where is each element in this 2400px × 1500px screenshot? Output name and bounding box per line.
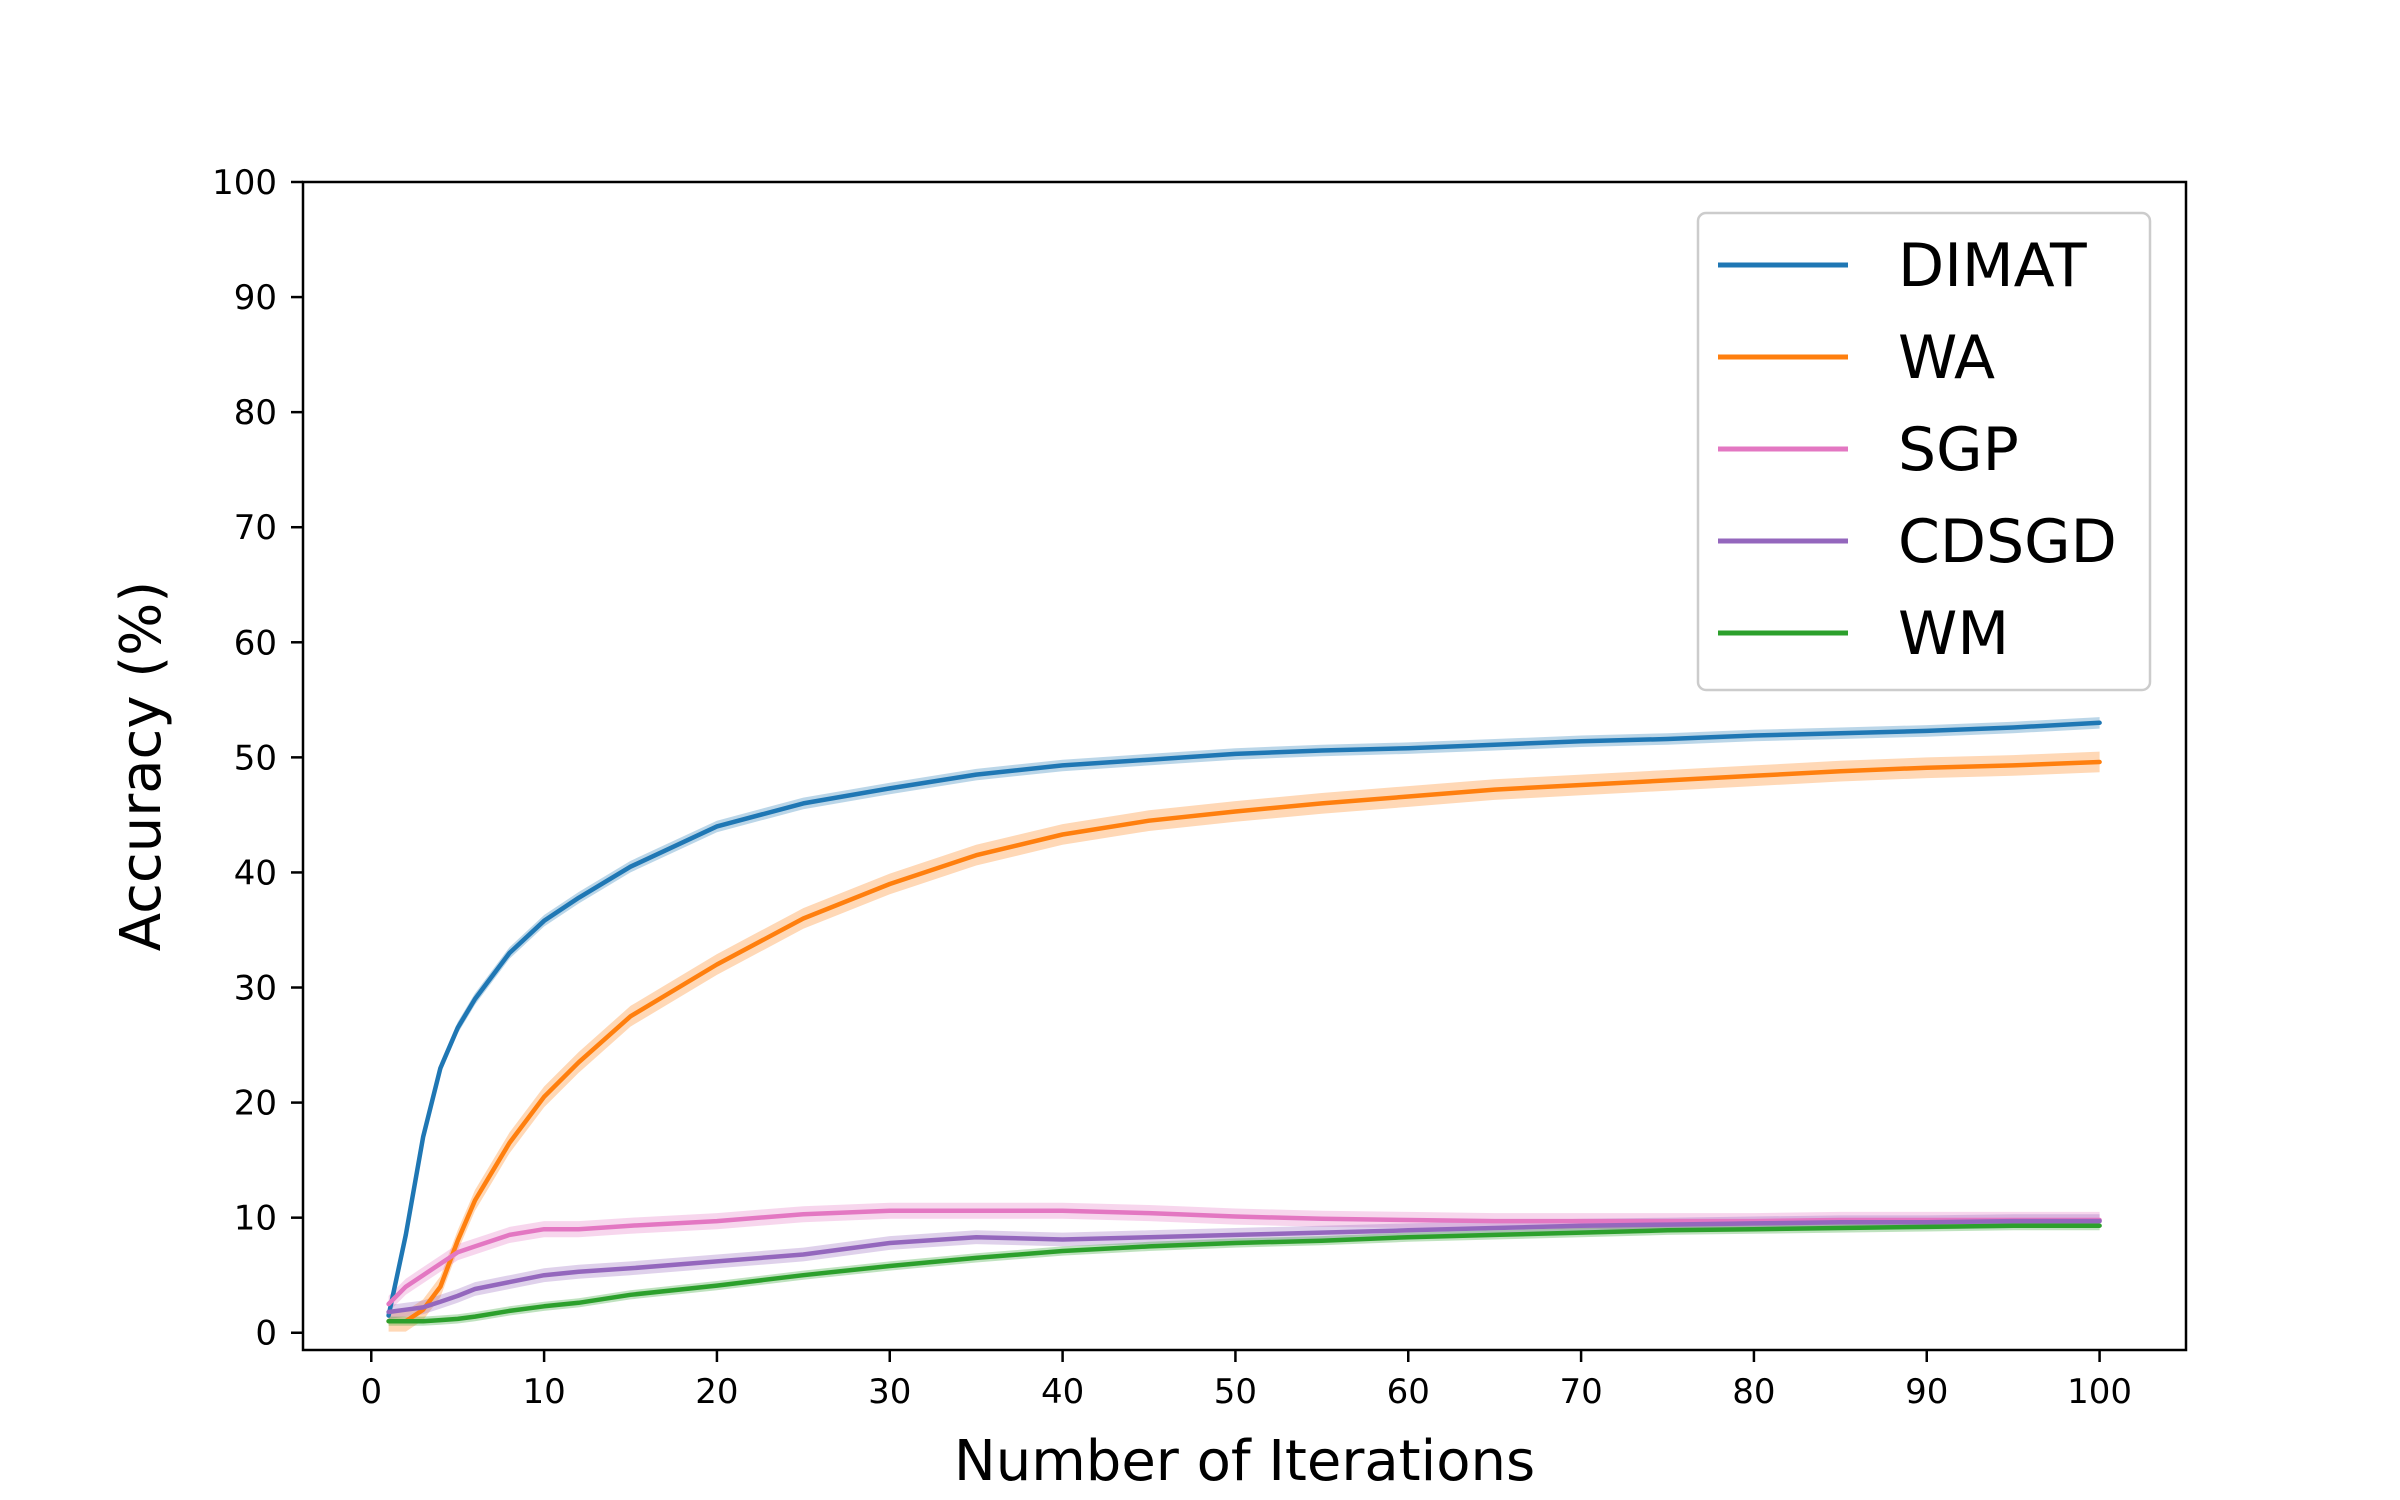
y-tick-label: 50 <box>234 738 277 778</box>
y-tick-label: 80 <box>234 393 277 433</box>
x-tick-label: 90 <box>1905 1372 1948 1412</box>
series-lines <box>386 720 2102 1324</box>
y-tick-label: 100 <box>212 163 277 203</box>
legend: DIMAT WA SGP CDSGD WM <box>1696 211 2152 692</box>
legend-label-sgp: SGP <box>1898 415 2019 485</box>
y-tick-label: 60 <box>234 623 277 663</box>
legend-box <box>1696 211 2152 692</box>
x-axis-label: Number of Iterations <box>954 1429 1535 1494</box>
y-axis-label: Accuracy (%) <box>109 581 174 951</box>
y-tick-label: 0 <box>255 1314 277 1354</box>
y-tick-label: 90 <box>234 278 277 318</box>
x-tick-label: 60 <box>1387 1372 1430 1412</box>
x-tick-label: 50 <box>1214 1372 1257 1412</box>
x-tick-label: 30 <box>868 1372 911 1412</box>
y-tick-label: 10 <box>234 1199 277 1239</box>
series-line-wm <box>386 1223 2102 1324</box>
x-axis-ticks: 0 10 20 30 40 50 60 70 80 90 100 <box>360 1350 2132 1412</box>
x-tick-label: 40 <box>1041 1372 1084 1412</box>
series-line-dimat <box>386 720 2102 1318</box>
y-tick-label: 40 <box>234 853 277 893</box>
series-line-cdsgd <box>386 1218 2102 1315</box>
x-tick-label: 70 <box>1559 1372 1602 1412</box>
plot-area-frame <box>301 180 2188 1352</box>
legend-label-wm: WM <box>1898 599 2009 669</box>
y-tick-label: 30 <box>234 969 277 1009</box>
x-tick-label: 0 <box>360 1372 382 1412</box>
x-tick-label: 80 <box>1732 1372 1775 1412</box>
y-tick-label: 70 <box>234 508 277 548</box>
x-tick-label: 20 <box>695 1372 738 1412</box>
x-tick-label: 10 <box>522 1372 565 1412</box>
series-line-wa <box>386 759 2102 1324</box>
y-axis-ticks: 0 10 20 30 40 50 60 70 80 90 100 <box>212 163 303 1354</box>
legend-label-wa: WA <box>1898 323 1995 393</box>
y-tick-label: 20 <box>234 1084 277 1124</box>
legend-label-dimat: DIMAT <box>1898 231 2087 301</box>
band-sgp <box>388 1202 2100 1312</box>
legend-label-cdsgd: CDSGD <box>1898 507 2117 577</box>
x-tick-label: 100 <box>2067 1372 2132 1412</box>
series-line-sgp <box>386 1208 2102 1307</box>
